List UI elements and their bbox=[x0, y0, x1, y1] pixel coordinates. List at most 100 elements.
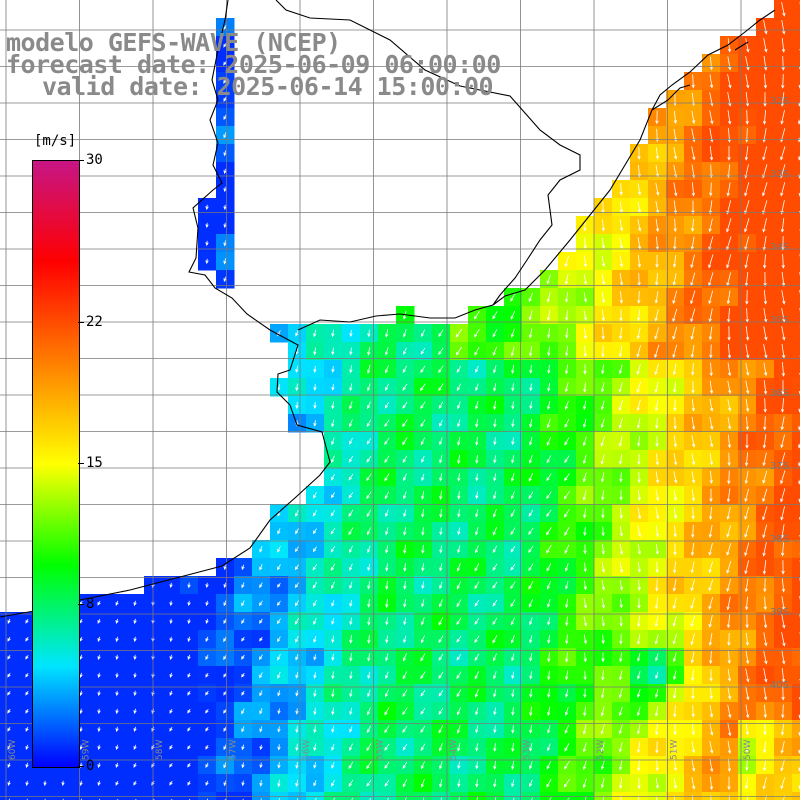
wind-arrow bbox=[331, 689, 335, 698]
wind-arrow bbox=[763, 92, 767, 107]
wind-arrow bbox=[654, 309, 659, 322]
wind-arrow bbox=[295, 509, 299, 517]
wind-arrow bbox=[745, 74, 750, 89]
wind-speed-cell bbox=[792, 144, 800, 163]
wind-arrow bbox=[493, 671, 497, 680]
wind-arrow bbox=[259, 744, 263, 751]
wind-arrow bbox=[780, 777, 786, 790]
wind-arrow bbox=[619, 327, 623, 340]
wind-arrow bbox=[420, 437, 426, 446]
wind-arrow bbox=[690, 597, 696, 610]
wind-arrow bbox=[583, 382, 587, 393]
wind-arrow bbox=[349, 617, 353, 626]
wind-arrow bbox=[511, 653, 515, 662]
wind-arrow bbox=[510, 545, 516, 553]
wind-arrow bbox=[115, 654, 119, 661]
wind-arrow bbox=[727, 417, 732, 430]
wind-arrow bbox=[762, 488, 768, 503]
wind-arrow bbox=[781, 74, 785, 89]
wind-arrow bbox=[510, 527, 516, 536]
wind-arrow bbox=[331, 653, 335, 662]
wind-arrow bbox=[187, 780, 191, 786]
wind-arrow bbox=[781, 560, 785, 575]
wind-arrow bbox=[655, 273, 659, 286]
wind-arrow bbox=[79, 780, 83, 787]
wind-arrow bbox=[187, 726, 191, 732]
wind-arrow bbox=[241, 600, 245, 607]
wind-arrow bbox=[619, 543, 624, 555]
wind-arrow bbox=[781, 668, 786, 683]
wind-arrow bbox=[708, 200, 713, 215]
wind-arrow bbox=[367, 545, 371, 554]
wind-arrow bbox=[97, 636, 101, 642]
wind-arrow bbox=[259, 564, 263, 571]
wind-arrow bbox=[637, 561, 641, 573]
wind-arrow bbox=[655, 777, 659, 789]
wind-arrow bbox=[547, 364, 551, 374]
wind-speed-cell bbox=[108, 792, 127, 800]
wind-arrow bbox=[420, 401, 426, 410]
wind-arrow bbox=[763, 38, 768, 53]
wind-arrow bbox=[529, 346, 533, 357]
wind-arrow bbox=[404, 797, 407, 800]
wind-arrow bbox=[511, 671, 515, 680]
wind-arrow bbox=[43, 780, 47, 787]
wind-arrow bbox=[474, 563, 480, 572]
wind-arrow bbox=[690, 344, 695, 358]
wind-arrow bbox=[672, 363, 677, 376]
wind-arrow bbox=[583, 634, 587, 645]
wind-arrow bbox=[654, 291, 659, 304]
wind-arrow bbox=[421, 599, 425, 608]
wind-speed-cell bbox=[540, 792, 559, 800]
wind-arrow bbox=[348, 761, 354, 770]
wind-arrow bbox=[313, 617, 317, 625]
wind-arrow bbox=[492, 508, 497, 518]
wind-arrow bbox=[781, 542, 785, 557]
wind-arrow bbox=[457, 509, 461, 518]
wind-arrow bbox=[97, 762, 101, 769]
wind-arrow bbox=[349, 653, 353, 662]
wind-arrow bbox=[25, 690, 29, 696]
wind-arrow bbox=[421, 527, 425, 536]
wind-arrow bbox=[727, 344, 732, 359]
wind-arrow bbox=[331, 329, 335, 338]
wind-arrow bbox=[492, 617, 498, 625]
wind-arrow bbox=[385, 617, 389, 626]
wind-arrow bbox=[349, 635, 353, 644]
wind-arrow bbox=[583, 544, 587, 555]
wind-arrow bbox=[672, 308, 678, 323]
wind-arrow bbox=[438, 671, 444, 679]
wind-arrow bbox=[366, 455, 372, 463]
valid-date: valid date: 2025-06-14 15:00:00 bbox=[42, 72, 494, 101]
wind-arrow bbox=[528, 563, 534, 572]
wind-arrow bbox=[691, 399, 695, 412]
wind-arrow bbox=[727, 704, 732, 719]
wind-speed-cell bbox=[216, 792, 235, 800]
wind-arrow bbox=[546, 274, 551, 285]
wind-arrow bbox=[583, 652, 587, 663]
wind-arrow bbox=[473, 311, 480, 320]
wind-arrow bbox=[564, 382, 569, 393]
wind-arrow bbox=[546, 309, 551, 321]
wind-arrow bbox=[673, 453, 678, 466]
wind-arrow bbox=[349, 383, 353, 392]
wind-arrow bbox=[115, 690, 119, 697]
wind-arrow bbox=[673, 147, 678, 160]
wind-arrow bbox=[295, 743, 299, 752]
wind-arrow bbox=[655, 507, 660, 520]
wind-arrow bbox=[241, 672, 245, 678]
wind-arrow bbox=[511, 419, 515, 428]
wind-speed-cell bbox=[648, 792, 667, 800]
wind-arrow bbox=[331, 635, 335, 644]
wind-arrow bbox=[546, 292, 551, 303]
wind-arrow bbox=[618, 453, 623, 465]
longitude-label: 51W bbox=[670, 740, 680, 760]
wind-arrow bbox=[673, 471, 678, 484]
wind-arrow bbox=[709, 741, 714, 754]
wind-arrow bbox=[673, 777, 678, 790]
wind-arrow bbox=[97, 726, 101, 733]
wind-speed-cell bbox=[180, 792, 199, 800]
wind-arrow bbox=[475, 743, 479, 752]
wind-arrow bbox=[708, 326, 713, 341]
